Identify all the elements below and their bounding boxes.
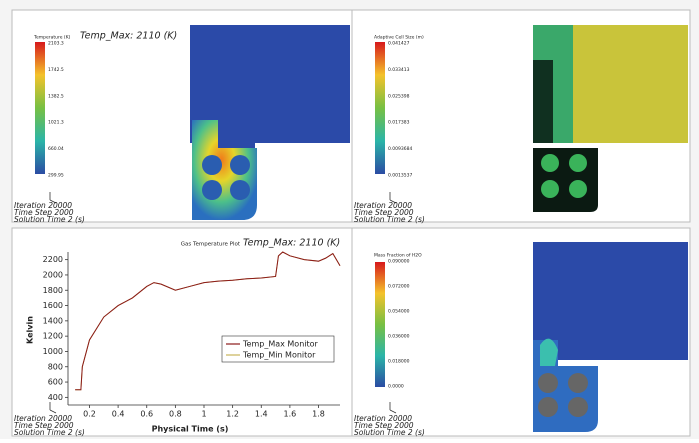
legend-label: 0.0093684 <box>388 146 412 152</box>
legend-label: 0.0013537 <box>388 173 412 179</box>
legend-title: Temperature (K) <box>33 35 71 41</box>
x-tick-label: 1.4 <box>255 410 268 419</box>
legend-label: 1021.3 <box>48 120 64 126</box>
headline: Temp_Max: 2110 (K) <box>80 31 177 42</box>
colorbar <box>35 42 45 174</box>
legend-label: 0.025398 <box>388 93 410 99</box>
y-tick-label: 400 <box>48 393 63 402</box>
chart-title: Gas Temperature Plot <box>181 242 241 248</box>
y-tick-label: 2200 <box>43 255 63 264</box>
legend-label: 0.072000 <box>388 284 410 290</box>
legend-label: 0.0000 <box>388 384 404 390</box>
y-tick-label: 600 <box>48 378 63 387</box>
x-tick-label: 1.6 <box>284 410 297 419</box>
legend-label: 0.054000 <box>388 309 410 315</box>
status-text: Solution Time 2 (s) <box>354 428 425 437</box>
legend-label: Temp_Min Monitor <box>242 351 316 360</box>
legend-label: 0.018000 <box>388 359 410 365</box>
y-tick-label: 1800 <box>43 286 63 295</box>
legend-label: 0.090000 <box>388 259 410 265</box>
status-text: Solution Time 2 (s) <box>354 215 425 224</box>
legend-title: Mass Fraction of H2O <box>374 253 422 259</box>
legend-label: Temp_Max Monitor <box>242 340 319 349</box>
chart-subtitle: Temp_Max: 2110 (K) <box>243 238 340 249</box>
x-tick-label: 0.4 <box>112 410 125 419</box>
legend-label: 0.017383 <box>388 120 410 126</box>
legend-label: 0.036000 <box>388 334 410 340</box>
legend-label: 660.04 <box>48 146 64 152</box>
y-tick-label: 1400 <box>43 316 63 325</box>
legend-label: 2103.3 <box>48 41 64 47</box>
y-tick-label: 800 <box>48 362 63 371</box>
x-tick-label: 1 <box>201 410 206 419</box>
legend-label: 0.041427 <box>388 41 410 47</box>
y-tick-label: 1200 <box>43 332 63 341</box>
x-tick-label: 0.2 <box>83 410 96 419</box>
colorbar <box>375 42 385 174</box>
status-text: Solution Time 2 (s) <box>14 428 85 437</box>
page: Temp_Max: 2110 (K) Gas Temperature Plot … <box>0 0 699 443</box>
x-tick-label: 1.2 <box>226 410 239 419</box>
x-axis-label: Physical Time (s) <box>152 425 229 434</box>
screen: Temp_Max: 2110 (K) Gas Temperature Plot … <box>0 0 699 439</box>
legend-label: 299.95 <box>48 173 64 179</box>
y-tick-label: 1600 <box>43 301 63 310</box>
x-tick-label: 1.8 <box>312 410 325 419</box>
x-tick-label: 0.6 <box>140 410 153 419</box>
status-text: Solution Time 2 (s) <box>14 215 85 224</box>
y-tick-label: 2000 <box>43 270 63 279</box>
legend-title: Adaptive Cell Size (m) <box>374 35 424 41</box>
legend-label: 1382.5 <box>48 93 64 99</box>
legend-label: 0.033413 <box>388 67 410 73</box>
colorbar <box>375 262 385 387</box>
y-axis-label: Kelvin <box>26 316 35 344</box>
y-tick-label: 1000 <box>43 347 63 356</box>
x-tick-label: 0.8 <box>169 410 182 419</box>
legend-label: 1742.5 <box>48 67 64 73</box>
